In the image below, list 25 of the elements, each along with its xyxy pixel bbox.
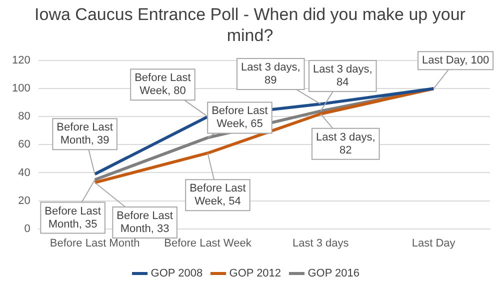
data-label: Before Last Week, 65 bbox=[212, 105, 268, 130]
y-tick-label: 80 bbox=[18, 110, 30, 123]
data-label: Last 3 days, 82 bbox=[316, 131, 376, 156]
y-tick-label: 100 bbox=[12, 82, 30, 95]
y-tick-label: 0 bbox=[24, 222, 30, 235]
chart-title: Iowa Caucus Entrance Poll - When did you make up your mind? bbox=[34, 4, 466, 46]
data-label: Before Last Month, 33 bbox=[116, 210, 173, 236]
y-tick-label: 120 bbox=[12, 54, 30, 67]
data-label: Before Last Month, 39 bbox=[56, 122, 113, 147]
x-tick-label: Before Last Month bbox=[50, 237, 140, 250]
legend-label: GOP 2008 bbox=[150, 268, 203, 280]
y-tick-label: 40 bbox=[18, 166, 30, 179]
y-tick-label: 20 bbox=[18, 194, 30, 207]
data-label: Last 3 days, 89 bbox=[240, 62, 300, 87]
data-label: Before Last Month, 35 bbox=[44, 205, 101, 230]
data-label: Before Last Week, 80 bbox=[134, 72, 191, 98]
legend-label: GOP 2012 bbox=[229, 268, 282, 280]
y-tick-label: 60 bbox=[18, 138, 30, 151]
x-tick-label: Before Last Week bbox=[164, 237, 252, 250]
x-tick-label: Last 3 days bbox=[292, 237, 350, 250]
data-label: Last Day, 100 bbox=[422, 54, 490, 67]
data-label: Last 3 days, 84 bbox=[312, 64, 372, 89]
x-tick-label: Last Day bbox=[412, 237, 456, 250]
data-label: Before Last Week, 54 bbox=[190, 182, 246, 208]
legend-label: GOP 2016 bbox=[308, 268, 360, 280]
